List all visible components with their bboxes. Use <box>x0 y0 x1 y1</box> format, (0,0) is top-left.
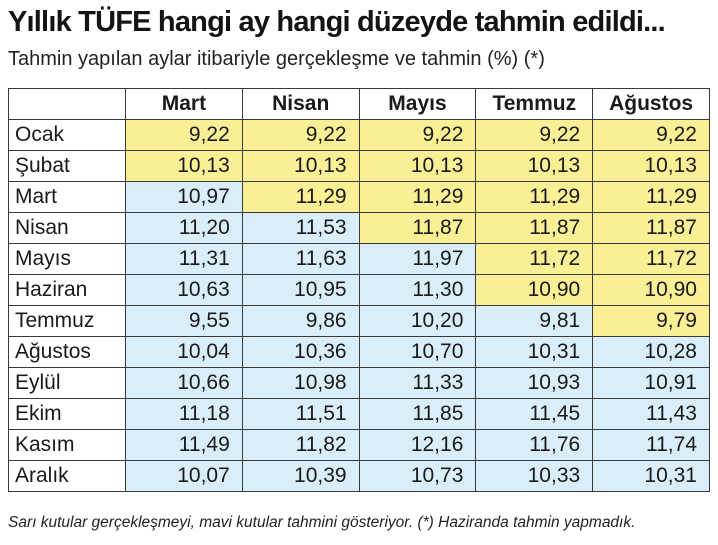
forecast-value-cell: 11,97 <box>358 243 477 275</box>
table-row: Temmuz 9,55 9,86 10,20 9,81 9,79 <box>8 305 710 337</box>
forecast-value-cell: 10,73 <box>358 460 477 492</box>
table-row: Kasım 11,49 11,82 12,16 11,76 11,74 <box>8 429 710 461</box>
column-header: Mayıs <box>358 88 477 120</box>
row-label: Ağustos <box>8 336 126 368</box>
forecast-value-cell: 11,51 <box>241 398 360 430</box>
forecast-value-cell: 10,36 <box>241 336 360 368</box>
actual-value-cell: 9,79 <box>592 305 710 337</box>
table-row: Nisan 11,20 11,53 11,87 11,87 11,87 <box>8 212 710 244</box>
actual-value-cell: 10,90 <box>592 274 710 306</box>
actual-value-cell: 10,13 <box>241 150 360 182</box>
row-label: Şubat <box>8 150 126 182</box>
forecast-value-cell: 10,95 <box>241 274 360 306</box>
table-row: Ağustos 10,04 10,36 10,70 10,31 10,28 <box>8 336 710 368</box>
table-row: Şubat 10,13 10,13 10,13 10,13 10,13 <box>8 150 710 182</box>
forecast-value-cell: 10,70 <box>358 336 477 368</box>
actual-value-cell: 11,29 <box>475 181 594 213</box>
forecast-value-cell: 9,86 <box>241 305 360 337</box>
actual-value-cell: 10,13 <box>475 150 594 182</box>
row-label: Aralık <box>8 460 126 492</box>
corner-cell <box>8 88 126 120</box>
forecast-value-cell: 9,81 <box>475 305 594 337</box>
actual-value-cell: 11,87 <box>592 212 710 244</box>
forecast-value-cell: 11,49 <box>125 429 243 461</box>
forecast-value-cell: 10,20 <box>358 305 477 337</box>
forecast-value-cell: 11,18 <box>125 398 243 430</box>
actual-value-cell: 11,87 <box>358 212 477 244</box>
forecast-value-cell: 11,82 <box>241 429 360 461</box>
actual-value-cell: 10,13 <box>125 150 243 182</box>
actual-value-cell: 9,22 <box>475 119 594 151</box>
forecast-value-cell: 11,85 <box>358 398 477 430</box>
forecast-table: Mart Nisan Mayıs Temmuz Ağustos Ocak 9,22… <box>8 88 710 492</box>
forecast-value-cell: 11,45 <box>475 398 594 430</box>
actual-value-cell: 11,29 <box>358 181 477 213</box>
forecast-value-cell: 11,31 <box>125 243 243 275</box>
forecast-value-cell: 11,20 <box>125 212 243 244</box>
row-label: Mayıs <box>8 243 126 275</box>
table-row: Aralık 10,07 10,39 10,73 10,33 10,31 <box>8 460 710 492</box>
forecast-value-cell: 10,28 <box>592 336 710 368</box>
actual-value-cell: 9,22 <box>592 119 710 151</box>
table-row: Mayıs 11,31 11,63 11,97 11,72 11,72 <box>8 243 710 275</box>
column-header: Mart <box>125 88 243 120</box>
column-header: Temmuz <box>475 88 594 120</box>
row-label: Kasım <box>8 429 126 461</box>
forecast-value-cell: 11,53 <box>241 212 360 244</box>
actual-value-cell: 9,22 <box>241 119 360 151</box>
forecast-value-cell: 10,31 <box>475 336 594 368</box>
chart-title: Yıllık TÜFE hangi ay hangi düzeyde tahmi… <box>8 6 666 38</box>
actual-value-cell: 11,29 <box>592 181 710 213</box>
forecast-value-cell: 10,98 <box>241 367 360 399</box>
row-label: Eylül <box>8 367 126 399</box>
row-label: Ocak <box>8 119 126 151</box>
forecast-value-cell: 10,31 <box>592 460 710 492</box>
forecast-value-cell: 11,76 <box>475 429 594 461</box>
actual-value-cell: 9,22 <box>125 119 243 151</box>
forecast-value-cell: 10,93 <box>475 367 594 399</box>
table-row: Ocak 9,22 9,22 9,22 9,22 9,22 <box>8 119 710 151</box>
forecast-value-cell: 10,04 <box>125 336 243 368</box>
footnote: Sarı kutular gerçekleşmeyi, mavi kutular… <box>8 514 636 531</box>
table-body: Ocak 9,22 9,22 9,22 9,22 9,22 Şubat 10,13 10,13 1… <box>8 119 710 492</box>
forecast-value-cell: 11,74 <box>592 429 710 461</box>
row-label: Mart <box>8 181 126 213</box>
row-label: Nisan <box>8 212 126 244</box>
row-label: Temmuz <box>8 305 126 337</box>
forecast-value-cell: 10,33 <box>475 460 594 492</box>
forecast-value-cell: 10,97 <box>125 181 243 213</box>
table-row: Mart 10,97 11,29 11,29 11,29 11,29 <box>8 181 710 213</box>
actual-value-cell: 11,72 <box>592 243 710 275</box>
actual-value-cell: 9,22 <box>358 119 477 151</box>
forecast-value-cell: 11,33 <box>358 367 477 399</box>
forecast-value-cell: 10,39 <box>241 460 360 492</box>
forecast-value-cell: 9,55 <box>125 305 243 337</box>
actual-value-cell: 11,72 <box>475 243 594 275</box>
table-row: Haziran 10,63 10,95 11,30 10,90 10,90 <box>8 274 710 306</box>
forecast-value-cell: 11,63 <box>241 243 360 275</box>
actual-value-cell: 10,90 <box>475 274 594 306</box>
header-row: Mart Nisan Mayıs Temmuz Ağustos <box>8 88 710 120</box>
actual-value-cell: 11,87 <box>475 212 594 244</box>
forecast-value-cell: 10,91 <box>592 367 710 399</box>
forecast-value-cell: 10,66 <box>125 367 243 399</box>
forecast-value-cell: 10,63 <box>125 274 243 306</box>
row-label: Haziran <box>8 274 126 306</box>
forecast-value-cell: 11,30 <box>358 274 477 306</box>
actual-value-cell: 11,29 <box>241 181 360 213</box>
column-header: Nisan <box>241 88 360 120</box>
actual-value-cell: 10,13 <box>592 150 710 182</box>
row-label: Ekim <box>8 398 126 430</box>
forecast-value-cell: 12,16 <box>358 429 477 461</box>
forecast-value-cell: 11,43 <box>592 398 710 430</box>
forecast-value-cell: 10,07 <box>125 460 243 492</box>
chart-subtitle: Tahmin yapılan aylar itibariyle gerçekle… <box>8 48 545 70</box>
column-header: Ağustos <box>592 88 710 120</box>
table-row: Ekim 11,18 11,51 11,85 11,45 11,43 <box>8 398 710 430</box>
table-row: Eylül 10,66 10,98 11,33 10,93 10,91 <box>8 367 710 399</box>
actual-value-cell: 10,13 <box>358 150 477 182</box>
